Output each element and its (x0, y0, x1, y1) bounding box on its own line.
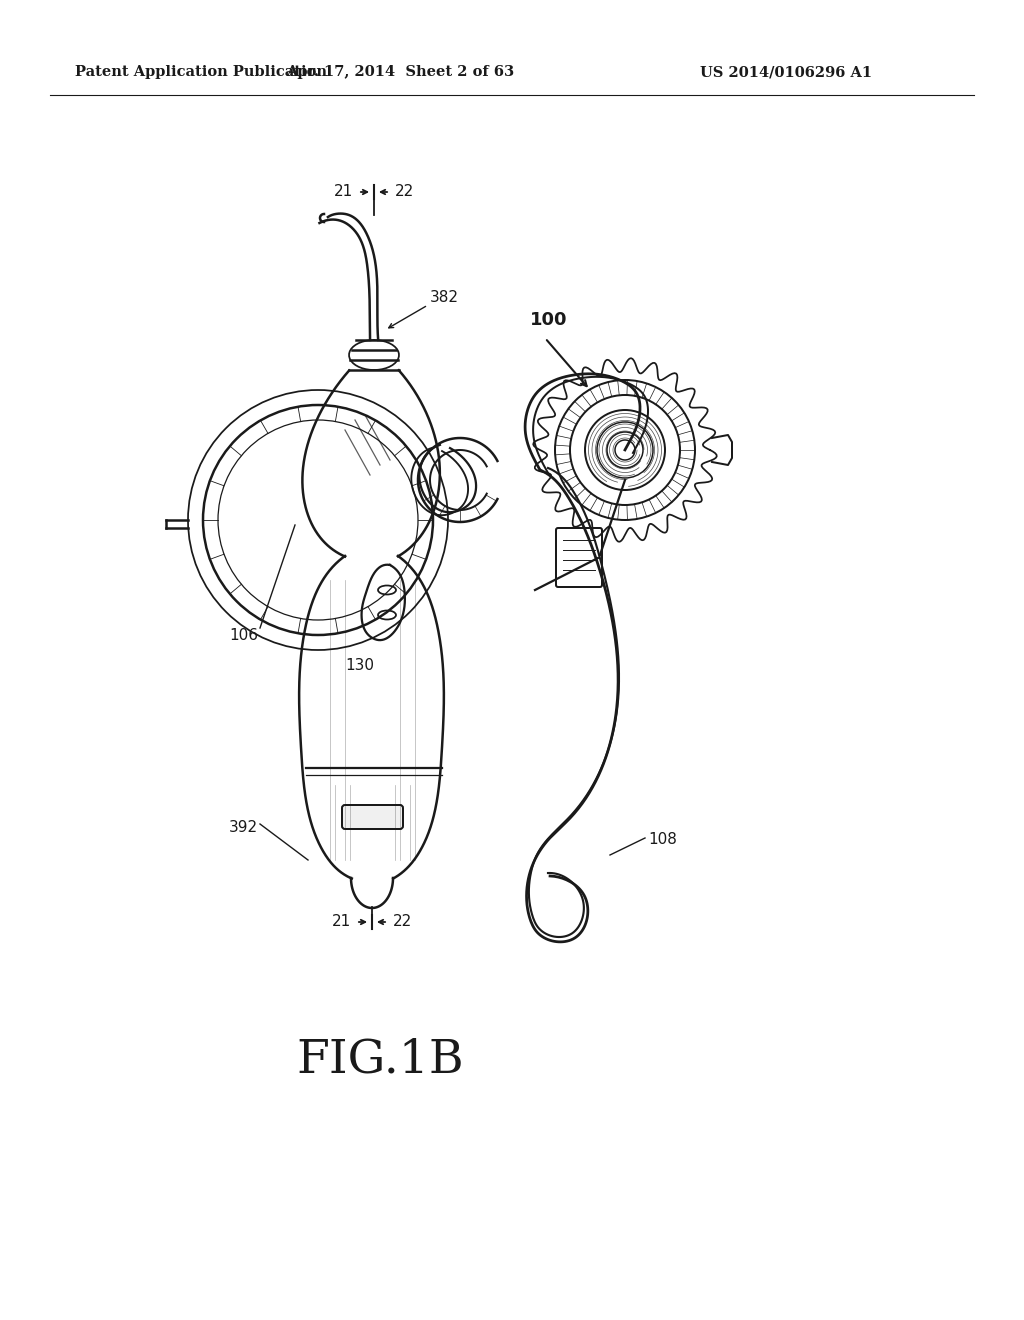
Text: 106: 106 (229, 627, 258, 643)
Text: 130: 130 (345, 657, 374, 672)
FancyBboxPatch shape (556, 528, 602, 587)
Text: FIG.1B: FIG.1B (296, 1038, 464, 1082)
Text: 382: 382 (430, 290, 459, 305)
Text: Apr. 17, 2014  Sheet 2 of 63: Apr. 17, 2014 Sheet 2 of 63 (286, 65, 514, 79)
Text: 22: 22 (393, 915, 413, 929)
Text: 22: 22 (395, 185, 415, 199)
Text: 392: 392 (229, 821, 258, 836)
Text: Patent Application Publication: Patent Application Publication (75, 65, 327, 79)
Text: 21: 21 (334, 185, 353, 199)
Text: 100: 100 (530, 312, 567, 329)
FancyBboxPatch shape (342, 805, 403, 829)
Text: 21: 21 (332, 915, 351, 929)
Text: US 2014/0106296 A1: US 2014/0106296 A1 (700, 65, 872, 79)
Text: 108: 108 (648, 833, 677, 847)
